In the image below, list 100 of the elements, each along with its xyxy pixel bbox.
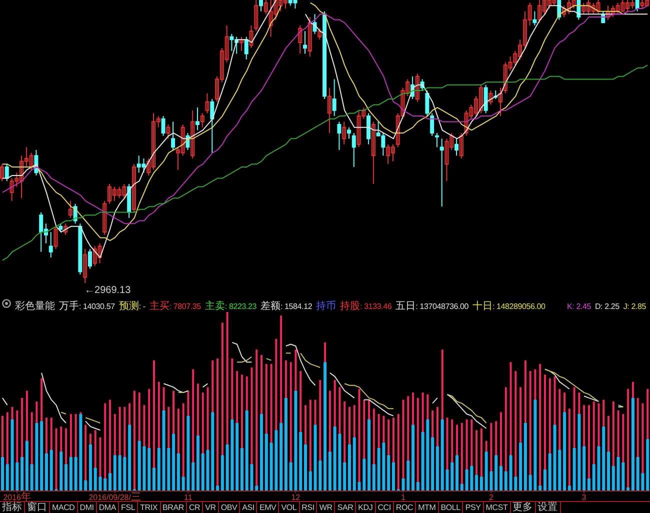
bar: [456, 455, 459, 491]
candlestick: [54, 226, 58, 250]
bar: [631, 398, 634, 491]
bar: [216, 486, 220, 491]
candlestick: [4, 164, 9, 182]
candlestick: [498, 87, 502, 117]
bar: [280, 422, 283, 491]
text: EMV: [259, 502, 276, 513]
bar: [372, 464, 376, 491]
candlestick: [352, 132, 356, 168]
candlestick: [0, 164, 4, 182]
text: BRAR: [162, 502, 184, 513]
annotation: 十日: 148289056.00: [472, 301, 546, 312]
text: DMA: [98, 502, 116, 513]
bar: [260, 414, 264, 491]
x-tick-label: 2016年: [3, 491, 32, 503]
text: KDJ: [358, 502, 373, 513]
bar: [113, 455, 116, 491]
text: OBV: [220, 502, 238, 513]
bar: [646, 439, 650, 491]
candlestick: [308, 16, 312, 58]
bar: [255, 486, 258, 491]
bar: [587, 478, 590, 491]
candlestick: [454, 138, 459, 156]
candlestick: [532, 10, 537, 26]
candlestick: [68, 200, 72, 218]
bar: [348, 444, 351, 491]
candlestick: [259, 0, 264, 12]
text: SAR: [337, 502, 354, 513]
candlestick: [484, 84, 488, 114]
bar: [196, 436, 200, 491]
candlestick: [371, 121, 376, 184]
bar: [299, 432, 302, 491]
annotation: 万手: 14030.57: [59, 301, 115, 312]
text: CCI: [378, 502, 391, 513]
text: 更多: [512, 502, 533, 513]
bar: [157, 448, 160, 491]
candlestick: [210, 98, 214, 154]
annotation: 持币: [316, 301, 336, 312]
x-tick-label: 12: [291, 493, 301, 502]
candlestick: [83, 248, 88, 283]
candlestick: [303, 30, 308, 54]
bar: [352, 437, 356, 491]
bar: [582, 446, 586, 491]
text: TRIX: [140, 502, 158, 513]
bar: [55, 428, 58, 491]
bar: [548, 453, 552, 491]
text: DMI: [80, 502, 94, 513]
text: PSY: [465, 502, 481, 513]
bar: [387, 455, 390, 491]
bar: [50, 450, 53, 491]
bar: [1, 456, 4, 491]
bar: [69, 456, 72, 491]
candlestick: [48, 232, 53, 258]
text: FSL: [121, 502, 136, 513]
candlestick: [366, 112, 371, 145]
text: MCST: [486, 502, 508, 513]
bar: [308, 471, 312, 491]
bar: [40, 421, 44, 491]
candlestick: [425, 90, 430, 117]
text: 设置: [538, 502, 558, 513]
bar: [25, 440, 28, 491]
bar: [284, 398, 288, 491]
bar: [128, 424, 132, 491]
candlestick: [244, 36, 248, 60]
text: MTM: [418, 502, 436, 513]
bar: [328, 452, 332, 491]
text: WR: [319, 502, 332, 513]
text: K: 2.45: [567, 302, 591, 311]
text: J: 2.85: [623, 302, 646, 311]
bar: [524, 422, 527, 491]
bar: [84, 480, 88, 491]
candlestick: [342, 121, 346, 145]
bar: [176, 453, 180, 491]
candlestick: [200, 112, 204, 128]
candlestick: [635, 0, 640, 12]
candlestick: [102, 200, 107, 236]
bar: [104, 478, 107, 491]
candlestick: [415, 73, 420, 102]
candlestick: [190, 110, 195, 159]
x-tick-label: 1: [400, 493, 406, 502]
annotation: 预测: -: [118, 301, 146, 312]
text: VR: [205, 502, 216, 513]
text: ←2969.13: [84, 285, 132, 296]
text: ROC: [396, 502, 414, 513]
candlestick: [332, 78, 336, 117]
candlestick: [430, 112, 434, 136]
candlestick: [440, 138, 444, 208]
bar: [504, 471, 508, 491]
bar: [240, 448, 244, 491]
bar: [543, 470, 546, 491]
bar: [236, 422, 239, 491]
bar: [20, 456, 24, 491]
bar: [480, 476, 483, 491]
bar: [460, 484, 464, 491]
bar: [343, 462, 346, 491]
bar: [416, 482, 420, 491]
bar: [412, 424, 415, 491]
bar: [108, 473, 112, 491]
bar: [519, 442, 522, 491]
